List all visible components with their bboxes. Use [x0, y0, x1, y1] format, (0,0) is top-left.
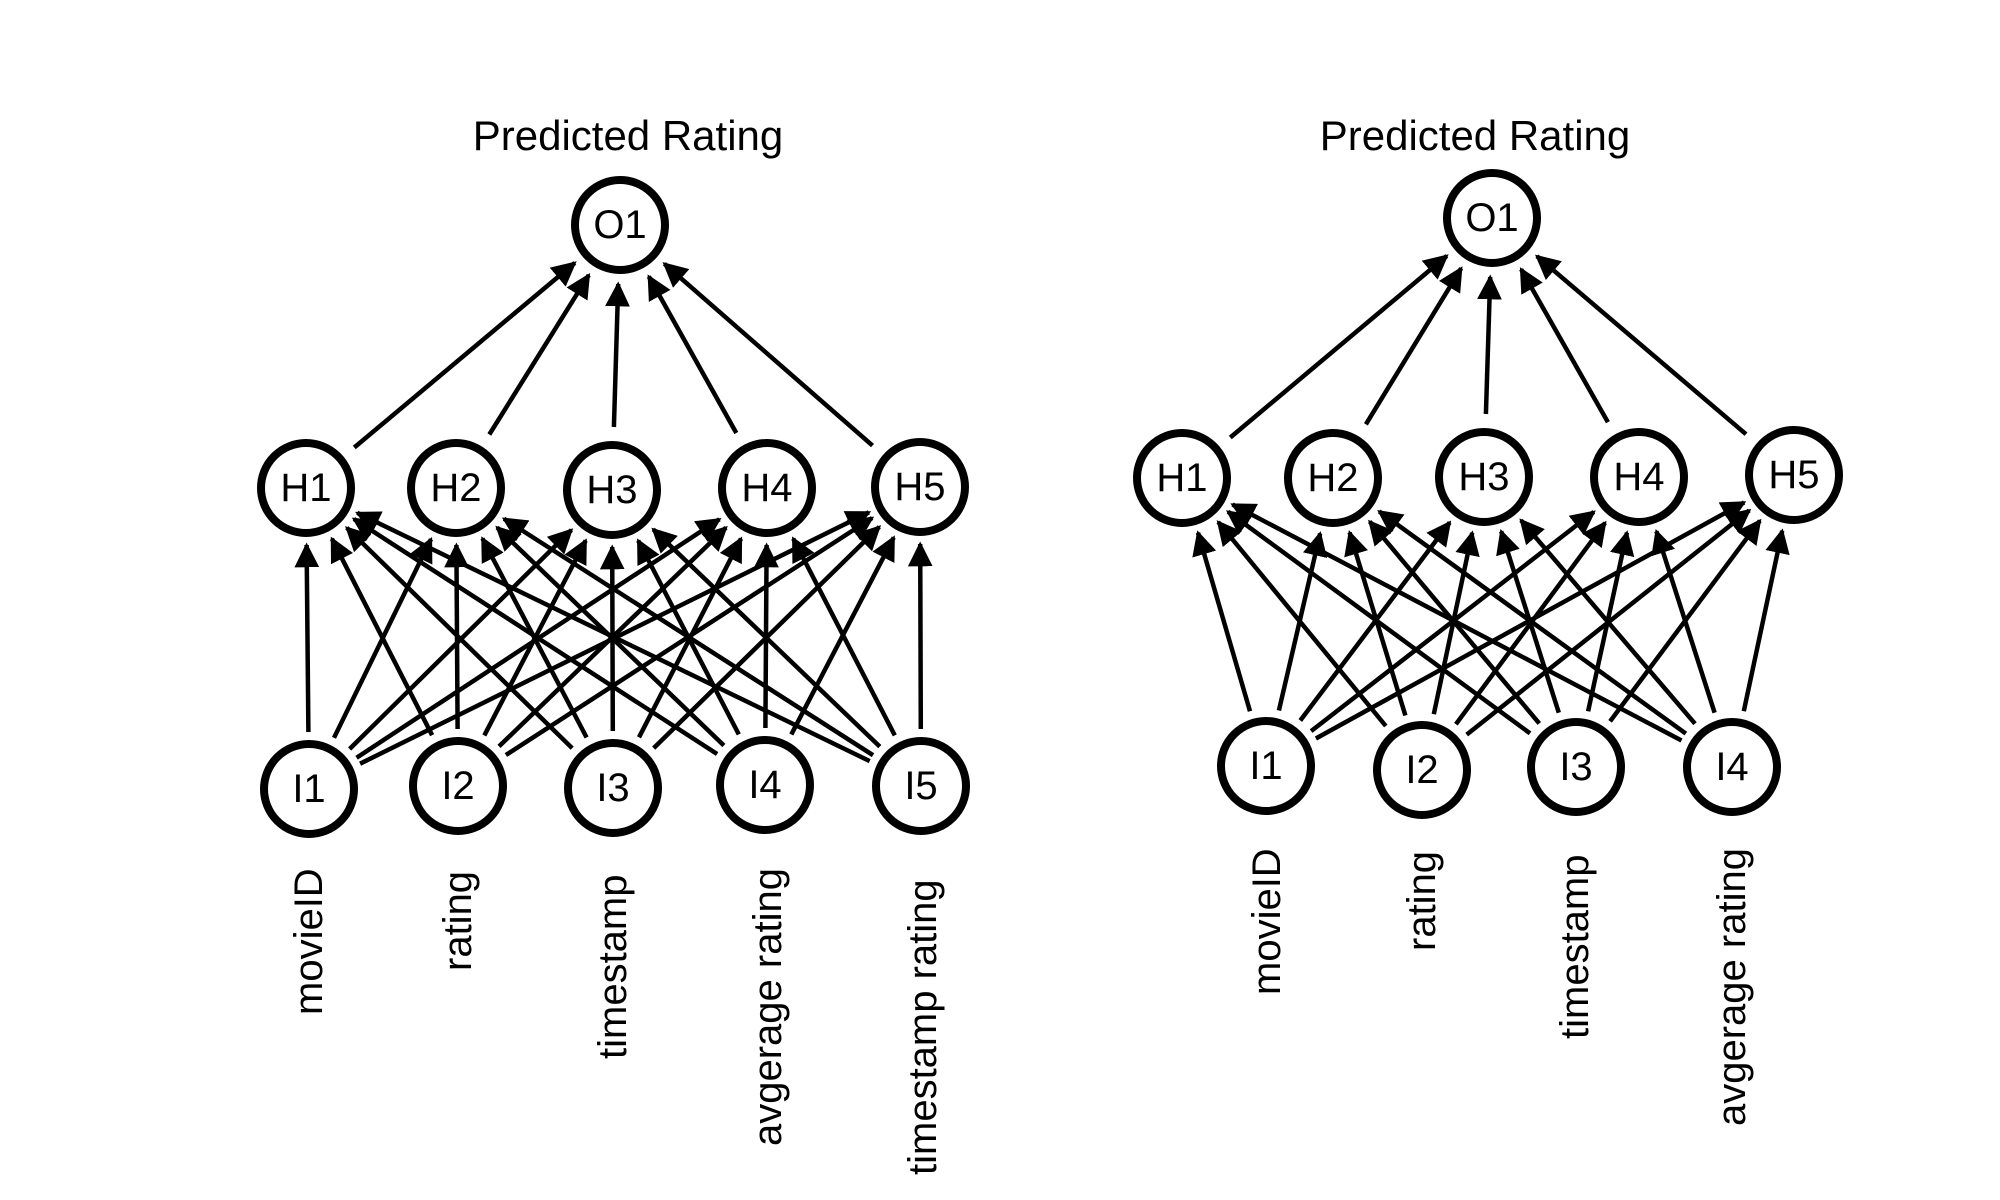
feature-label: rating — [1400, 851, 1444, 951]
network-diagram-1: Predicted Rating O1 H1 H2 H3 H4 — [257, 112, 970, 1175]
connection-arrow — [1535, 254, 1748, 436]
output-node-o1: O1 — [571, 176, 669, 274]
input-node-i4: I4 — [1683, 718, 1781, 816]
connection-arrow — [1519, 267, 1610, 424]
input-node-i2: I2 — [409, 737, 507, 835]
feature-label: movieID — [287, 868, 331, 1015]
hidden-node-h3: H3 — [563, 441, 661, 539]
input-node-i1: I1 — [260, 740, 358, 838]
svg-text:O1: O1 — [1465, 196, 1518, 240]
connection-arrow — [1741, 528, 1790, 712]
connection-arrow — [907, 541, 933, 730]
connection-arrow — [345, 526, 574, 750]
svg-text:I4: I4 — [748, 763, 781, 807]
connection-arrow — [646, 274, 739, 435]
diagram-1-feature-labels: movieID rating timestamp avgerage rating… — [287, 868, 945, 1175]
connection-arrow — [791, 536, 897, 737]
connection-arrow — [651, 527, 882, 749]
svg-text:H1: H1 — [280, 466, 331, 510]
diagram-1-nodes: O1 H1 H2 H3 H4 H5 — [257, 176, 970, 838]
svg-text:I5: I5 — [904, 764, 937, 808]
connection-arrow — [355, 510, 871, 764]
hidden-node-h3: H3 — [1435, 428, 1533, 526]
output-node-o1: O1 — [1443, 169, 1541, 267]
svg-text:I4: I4 — [1715, 745, 1748, 789]
svg-text:H5: H5 — [894, 465, 945, 509]
svg-text:H5: H5 — [1768, 453, 1819, 497]
hidden-node-h4: H4 — [718, 439, 816, 537]
hidden-node-h5: H5 — [1745, 426, 1843, 524]
feature-label: avgerage rating — [746, 868, 790, 1146]
connection-arrow — [662, 262, 874, 448]
hidden-node-h1: H1 — [257, 439, 355, 537]
feature-label: movieID — [1245, 848, 1289, 995]
input-node-i5: I5 — [872, 737, 970, 835]
connection-arrow — [329, 536, 435, 737]
svg-text:I1: I1 — [1249, 744, 1282, 788]
feature-label: rating — [436, 871, 480, 971]
svg-text:H4: H4 — [741, 466, 792, 510]
feature-label: timestamp — [1553, 855, 1597, 1040]
svg-text:I2: I2 — [1405, 748, 1438, 792]
svg-text:I3: I3 — [1559, 745, 1592, 789]
svg-text:H2: H2 — [430, 466, 481, 510]
connection-arrow — [1477, 274, 1502, 415]
feature-label: avgerage rating — [1710, 848, 1754, 1126]
connection-arrow — [294, 542, 320, 733]
svg-text:H3: H3 — [1458, 455, 1509, 499]
diagram-2-title: Predicted Rating — [1320, 112, 1631, 159]
diagram-2-nodes: O1 H1 H2 H3 H4 H5 — [1133, 169, 1843, 819]
input-node-i3: I3 — [1527, 718, 1625, 816]
connection-arrow — [1651, 528, 1717, 714]
feature-label: timestamp — [591, 875, 635, 1060]
connection-arrow — [487, 273, 591, 436]
connection-arrow — [501, 516, 875, 758]
input-node-i4: I4 — [716, 736, 814, 834]
hidden-node-h4: H4 — [1590, 428, 1688, 526]
hidden-node-h1: H1 — [1133, 429, 1231, 527]
connection-arrow — [1228, 254, 1449, 440]
connection-arrow — [1519, 518, 1697, 726]
hidden-node-h5: H5 — [871, 438, 969, 536]
connection-arrow — [1226, 509, 1532, 736]
connection-arrow — [1192, 530, 1253, 712]
connection-arrow — [1216, 520, 1388, 728]
svg-text:H2: H2 — [1307, 456, 1358, 500]
svg-text:I1: I1 — [292, 767, 325, 811]
diagram-2-edges — [1192, 254, 1790, 743]
diagram-2-feature-labels: movieID rating timestamp avgerage rating — [1245, 848, 1754, 1126]
network-diagram-2: Predicted Rating O1 H1 H2 H3 H4 — [1133, 112, 1843, 1126]
svg-text:H4: H4 — [1613, 455, 1664, 499]
feature-label: timestamp rating — [901, 879, 945, 1175]
diagram-1-title: Predicted Rating — [473, 112, 784, 159]
svg-text:I2: I2 — [441, 764, 474, 808]
connection-arrow — [1230, 502, 1683, 743]
input-node-i1: I1 — [1217, 717, 1315, 815]
connection-arrow — [1377, 509, 1688, 736]
connection-arrow — [605, 281, 630, 428]
diagram-1-edges — [294, 261, 933, 766]
input-node-i2: I2 — [1373, 721, 1471, 819]
hidden-node-h2: H2 — [407, 439, 505, 537]
svg-text:H3: H3 — [586, 468, 637, 512]
svg-text:O1: O1 — [593, 203, 646, 247]
svg-text:H1: H1 — [1156, 456, 1207, 500]
connection-arrow — [352, 261, 577, 450]
connection-arrow — [351, 517, 719, 756]
connection-arrow — [1363, 266, 1464, 426]
svg-text:I3: I3 — [596, 766, 629, 810]
hidden-node-h2: H2 — [1284, 429, 1382, 527]
input-node-i3: I3 — [564, 739, 662, 837]
